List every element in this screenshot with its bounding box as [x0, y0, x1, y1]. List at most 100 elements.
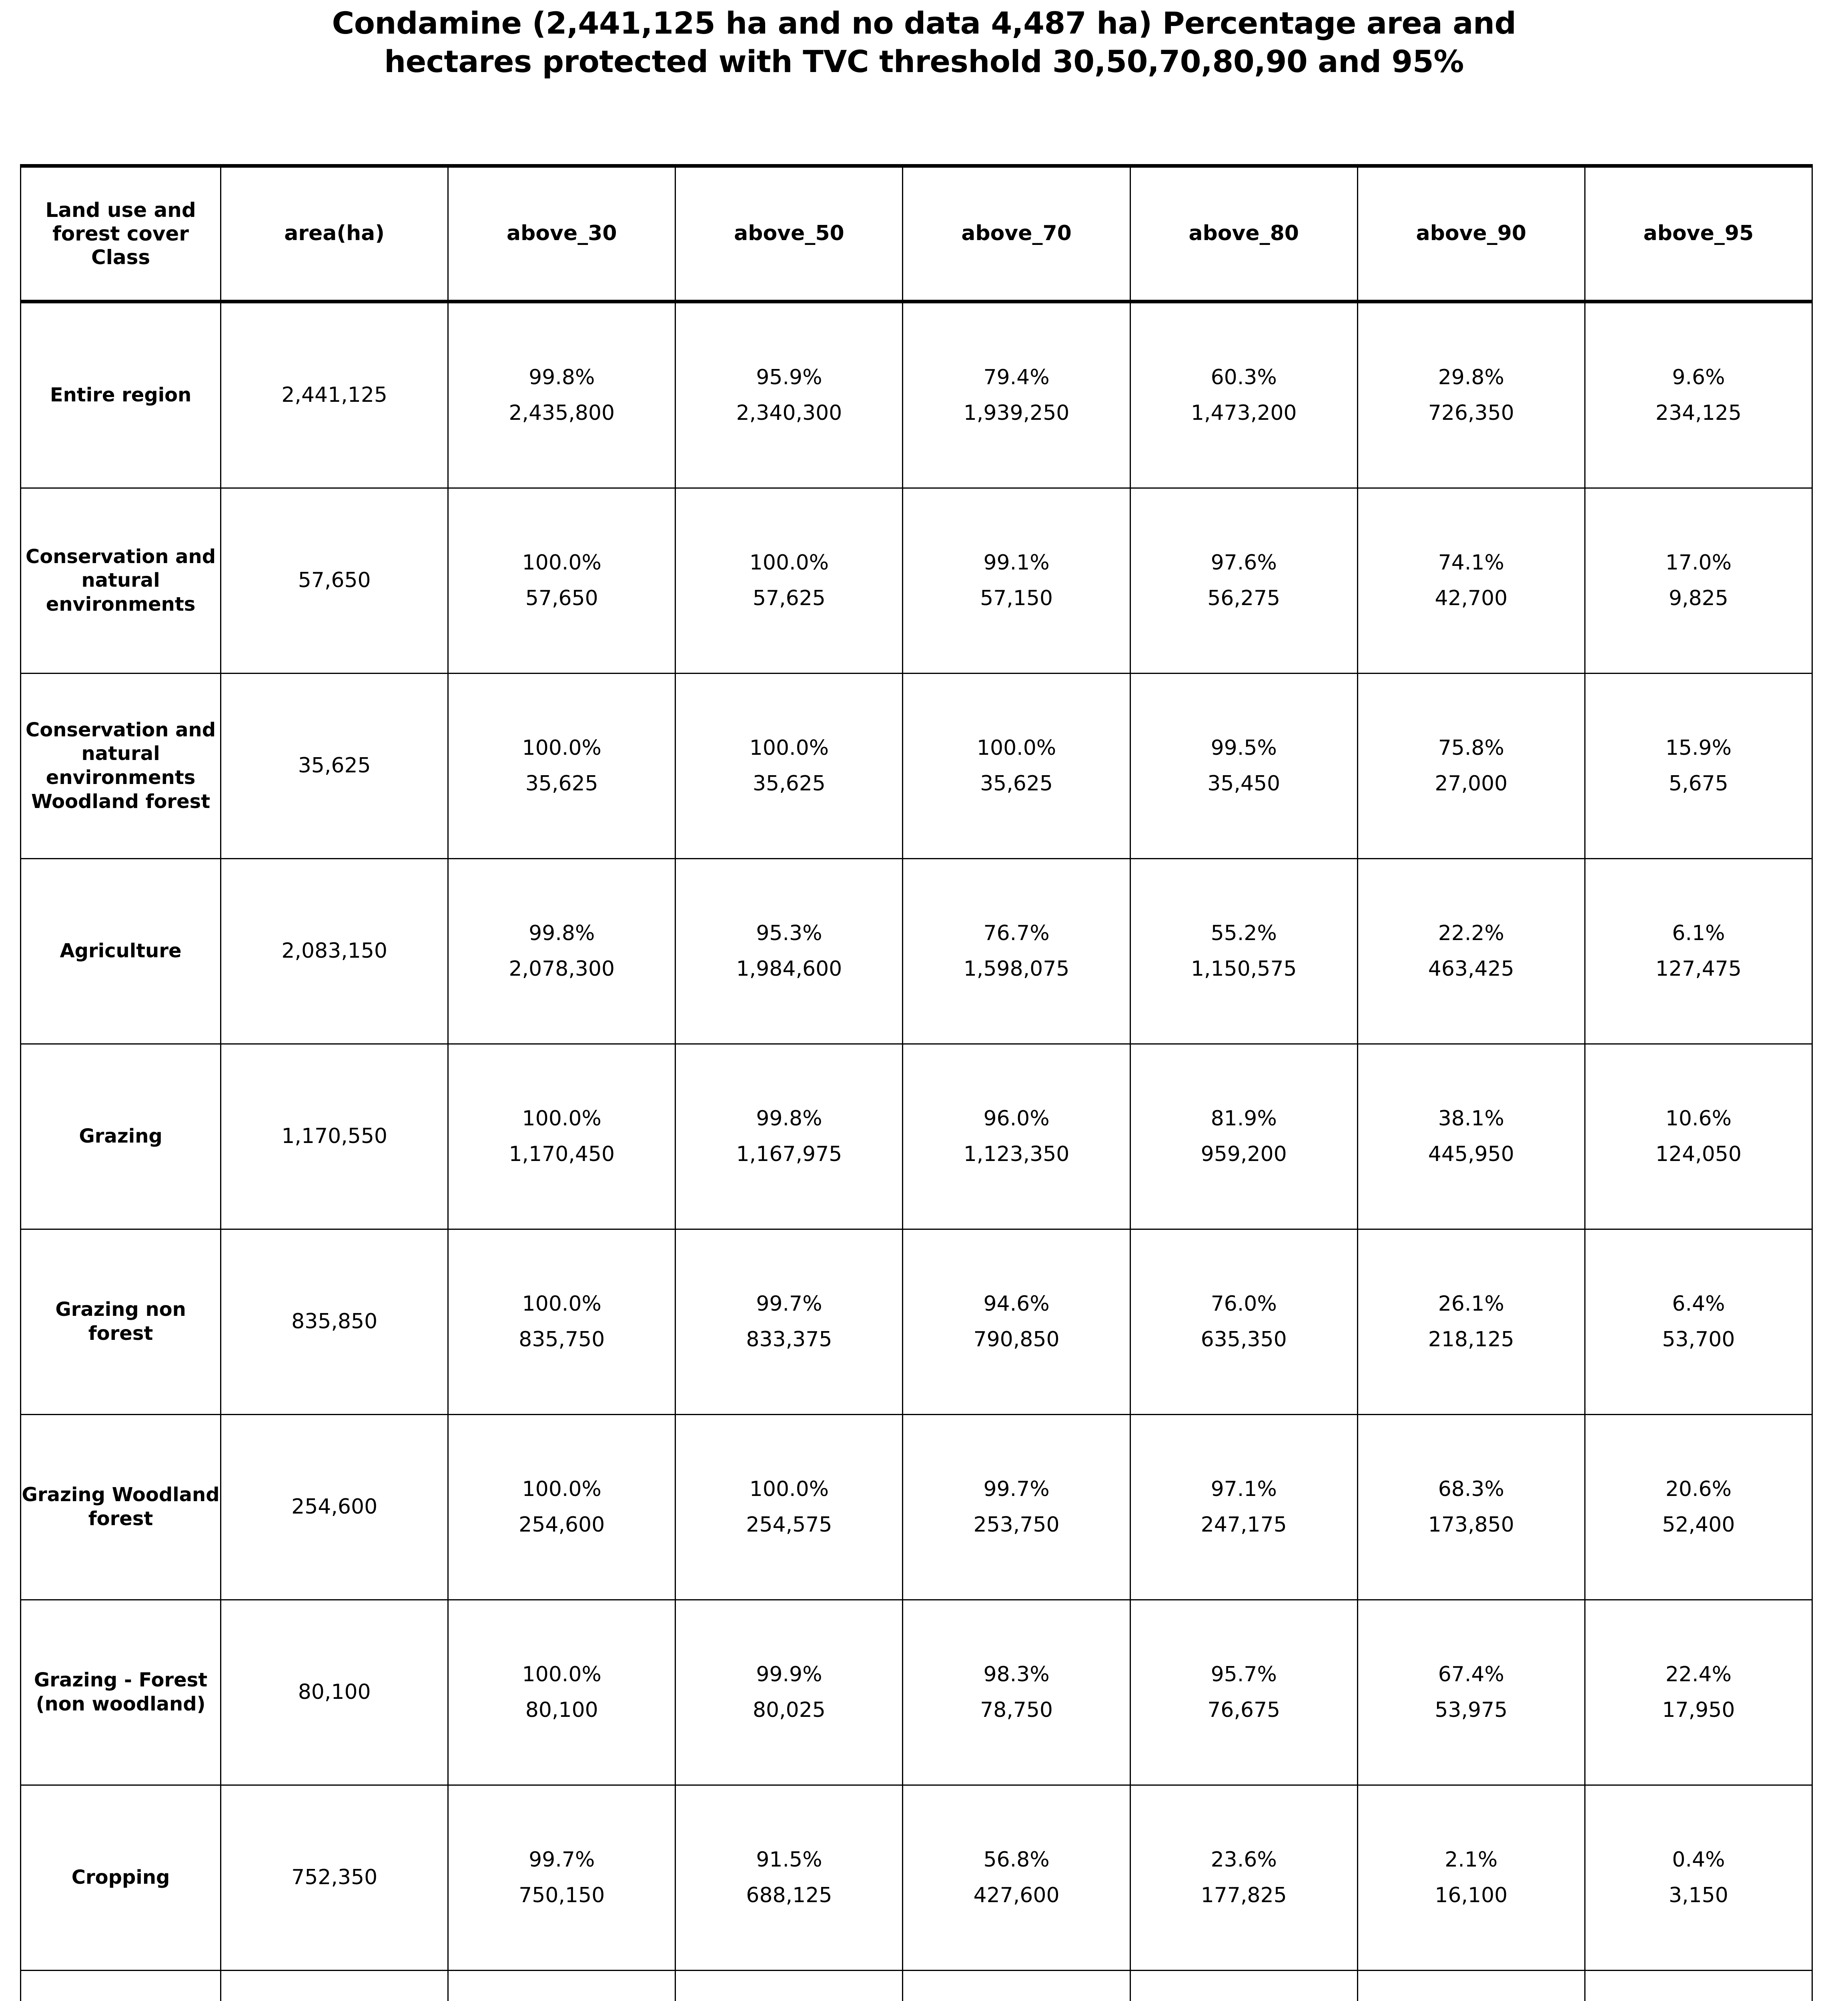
- row-label: Irrigation: [20, 1970, 222, 2001]
- cell-above-80: 95.7% 76,675: [1129, 1600, 1358, 1786]
- cell-above-95: 6.4% 53,700: [1584, 1229, 1813, 1415]
- cell-above-70: 98.3% 78,750: [902, 1600, 1131, 1786]
- cell-hectares: 1,123,350: [963, 1142, 1070, 1166]
- cell-hectares: 35,625: [525, 772, 598, 796]
- cell-above-50: 95.9% 2,340,300: [675, 301, 904, 489]
- cell-hectares: 177,825: [1201, 1883, 1287, 1907]
- column-header-above-50: above_50: [675, 164, 904, 303]
- cell-percent: 94.6%: [983, 1291, 1050, 1316]
- table-header: Land use and forest cover Class area(ha)…: [20, 164, 1813, 303]
- cell-above-50: 99.9% 80,025: [675, 1600, 904, 1786]
- cell-above-30: 99.8% 2,435,800: [447, 301, 676, 489]
- cell-hectares: 78,750: [980, 1698, 1053, 1722]
- table-row: Conservation and natural environments 57…: [20, 488, 1813, 674]
- cell-above-30: 100.0% 835,750: [447, 1229, 676, 1415]
- cell-above-70: 29.3%46,875: [902, 1970, 1131, 2001]
- cell-hectares: 688,125: [746, 1883, 832, 1907]
- cell-above-95: 22.4% 17,950: [1584, 1600, 1813, 1786]
- cell-hectares: 9,825: [1668, 586, 1728, 610]
- table-row: Conservation and natural environments Wo…: [20, 673, 1813, 859]
- cell-area: 2,083,150: [220, 858, 449, 1045]
- table-row: Agriculture 2,083,150 99.8% 2,078,300 95.…: [20, 858, 1813, 1045]
- cell-hectares: 2,078,300: [509, 957, 615, 981]
- column-header-above-30: above_30: [447, 164, 676, 303]
- page-title-line-1: Condamine (2,441,125 ha and no data 4,48…: [332, 5, 1516, 41]
- column-header-above-95: above_95: [1584, 164, 1813, 303]
- cell-area: 2,441,125: [220, 301, 449, 489]
- cell-above-95: 17.0% 9,825: [1584, 488, 1813, 674]
- cell-hectares: 57,150: [980, 586, 1053, 610]
- cell-percent: 99.7%: [756, 1291, 822, 1316]
- cell-hectares: 1,150,575: [1191, 957, 1297, 981]
- cell-above-90: 67.4% 53,975: [1357, 1600, 1585, 1786]
- cell-percent: 100.0%: [522, 550, 601, 575]
- cell-above-90: 26.1% 218,125: [1357, 1229, 1585, 1415]
- row-label: Conservation and natural environments Wo…: [20, 673, 222, 859]
- cell-hectares: 1,170,450: [509, 1142, 615, 1166]
- table-body: Entire region 2,441,125 99.8% 2,435,800 9…: [20, 301, 1813, 2001]
- cell-percent: 99.9%: [756, 1662, 822, 1686]
- cell-percent: 22.2%: [1438, 921, 1504, 945]
- cell-percent: 99.8%: [529, 365, 595, 389]
- cell-hectares: 247,175: [1201, 1513, 1287, 1537]
- cell-percent: 100.0%: [522, 1291, 601, 1316]
- cell-above-95: 9.6% 234,125: [1584, 301, 1813, 489]
- column-header-area: area(ha): [220, 164, 449, 303]
- row-label: Grazing Woodland forest: [20, 1414, 222, 1600]
- cell-hectares: 959,200: [1201, 1142, 1287, 1166]
- cell-percent: 38.1%: [1438, 1106, 1504, 1131]
- cell-above-30: 98.4%157,425: [447, 1970, 676, 2001]
- cell-percent: 99.5%: [1211, 736, 1277, 760]
- cell-hectares: 27,000: [1435, 772, 1508, 796]
- cell-above-90: 74.1% 42,700: [1357, 488, 1585, 674]
- cell-percent: 6.1%: [1672, 921, 1725, 945]
- cell-above-30: 99.7% 750,150: [447, 1785, 676, 1971]
- cell-above-30: 100.0% 35,625: [447, 673, 676, 859]
- cell-hectares: 53,700: [1662, 1327, 1735, 1351]
- row-label: Entire region: [20, 301, 222, 489]
- table-row: Grazing - Forest (non woodland) 80,100 1…: [20, 1600, 1813, 1786]
- row-label: Grazing non forest: [20, 1229, 222, 1415]
- cell-hectares: 463,425: [1428, 957, 1514, 981]
- cell-area: 1,170,550: [220, 1044, 449, 1230]
- cell-percent: 76.0%: [1211, 1291, 1277, 1316]
- cell-hectares: 57,625: [752, 586, 826, 610]
- cell-above-80: 55.2% 1,150,575: [1129, 858, 1358, 1045]
- cell-above-80: 99.5% 35,450: [1129, 673, 1358, 859]
- cell-hectares: 1,598,075: [963, 957, 1070, 981]
- cell-percent: 56.8%: [983, 1847, 1050, 1872]
- cell-above-80: 8.3%13,350: [1129, 1970, 1358, 2001]
- cell-hectares: 1,984,600: [736, 957, 842, 981]
- cell-percent: 10.6%: [1665, 1106, 1732, 1131]
- cell-hectares: 3,150: [1668, 1883, 1728, 1907]
- cell-percent: 97.1%: [1211, 1477, 1277, 1501]
- cell-percent: 99.7%: [529, 1847, 595, 1872]
- column-header-above-70: above_70: [902, 164, 1131, 303]
- cell-hectares: 2,435,800: [509, 401, 615, 425]
- cell-percent: 23.6%: [1211, 1847, 1277, 1872]
- cell-hectares: 254,600: [519, 1513, 605, 1537]
- cell-percent: 99.8%: [756, 1106, 822, 1131]
- cell-above-95: 10.6% 124,050: [1584, 1044, 1813, 1230]
- cell-hectares: 234,125: [1655, 401, 1742, 425]
- cell-percent: 98.3%: [983, 1662, 1050, 1686]
- cell-percent: 81.9%: [1211, 1106, 1277, 1131]
- cell-percent: 100.0%: [522, 736, 601, 760]
- cell-percent: 15.9%: [1665, 736, 1732, 760]
- table-row: Grazing Woodland forest 254,600 100.0% 25…: [20, 1414, 1813, 1600]
- cell-hectares: 218,125: [1428, 1327, 1514, 1351]
- cell-percent: 79.4%: [983, 365, 1050, 389]
- cell-above-70: 100.0% 35,625: [902, 673, 1131, 859]
- cell-above-70: 76.7% 1,598,075: [902, 858, 1131, 1045]
- column-header-above-80: above_80: [1129, 164, 1358, 303]
- cell-above-50: 99.8% 1,167,975: [675, 1044, 904, 1230]
- cell-hectares: 1,473,200: [1191, 401, 1297, 425]
- cell-hectares: 56,275: [1207, 586, 1281, 610]
- cell-above-30: 99.8% 2,078,300: [447, 858, 676, 1045]
- cell-percent: 29.8%: [1438, 365, 1504, 389]
- cell-above-50: 91.5% 688,125: [675, 1785, 904, 1971]
- cell-hectares: 16,100: [1435, 1883, 1508, 1907]
- cell-above-95: 15.9% 5,675: [1584, 673, 1813, 859]
- cell-percent: 6.4%: [1672, 1291, 1725, 1316]
